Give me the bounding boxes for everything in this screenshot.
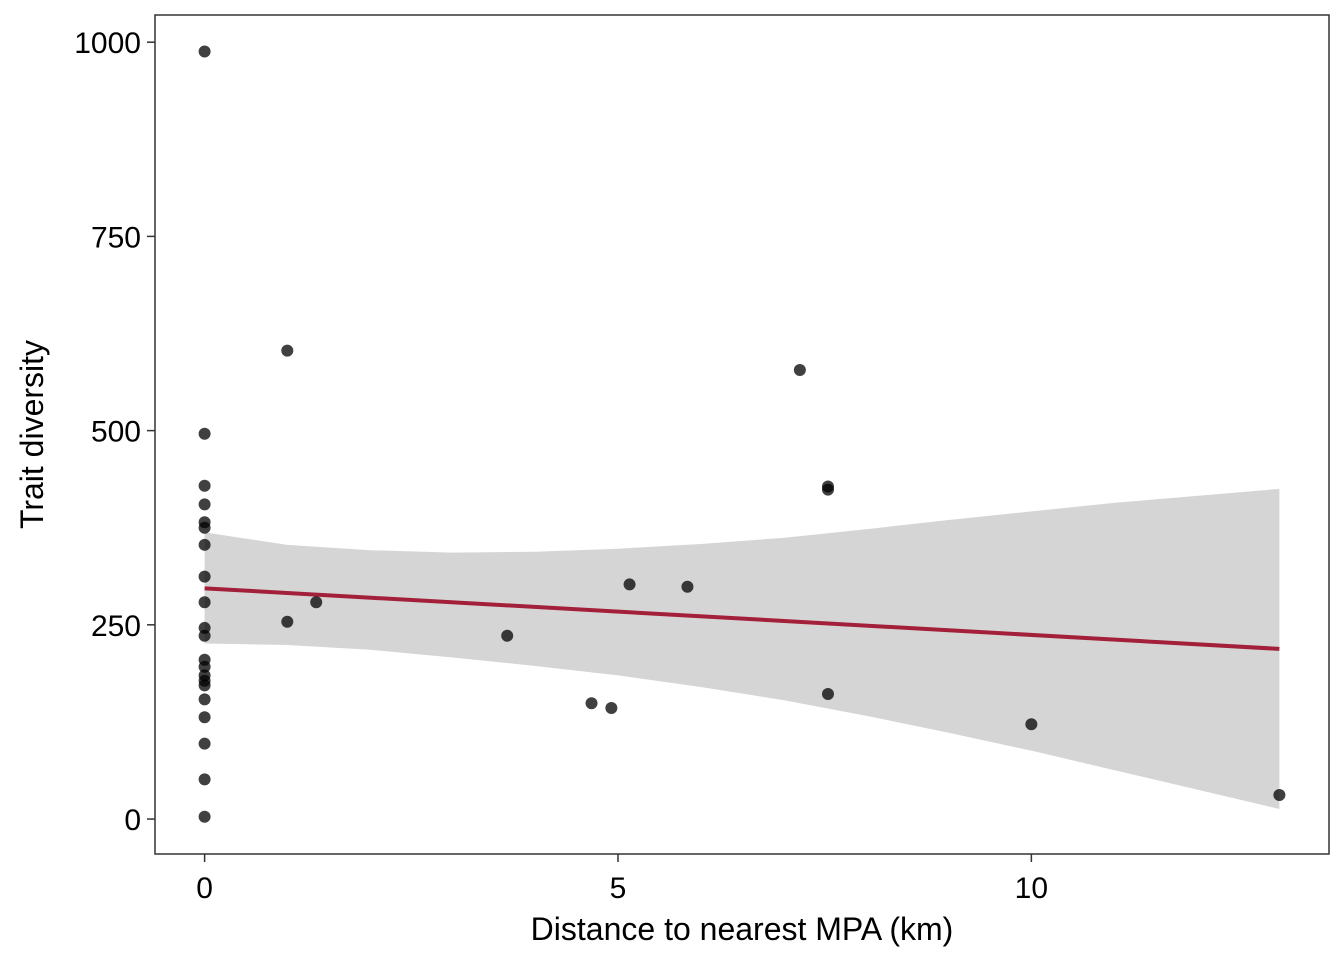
y-tick-label: 750	[91, 221, 141, 254]
data-point	[198, 570, 211, 583]
fit-line-layer	[204, 586, 1280, 651]
data-point	[585, 697, 598, 710]
data-point	[281, 615, 294, 628]
data-point	[605, 701, 618, 714]
x-axis: 0 5 10	[196, 854, 1048, 905]
data-point	[821, 687, 834, 700]
data-point	[681, 580, 694, 593]
y-axis: 0 250 500 750 1000	[74, 27, 155, 837]
y-tick-label: 1000	[74, 27, 141, 60]
data-point	[198, 711, 211, 724]
data-point	[198, 693, 211, 706]
y-tick-label: 0	[124, 804, 141, 837]
data-point	[198, 679, 211, 692]
y-tick-label: 250	[91, 610, 141, 643]
data-point	[198, 810, 211, 823]
data-point	[198, 45, 211, 58]
data-point	[198, 596, 211, 609]
points-layer	[198, 45, 1286, 823]
data-point	[198, 538, 211, 551]
fit-line	[204, 586, 1280, 651]
data-point	[198, 498, 211, 511]
confidence-band-layer	[204, 488, 1280, 809]
y-axis-title: Trait diversity	[14, 340, 50, 529]
data-point	[198, 660, 211, 673]
data-point	[198, 521, 211, 534]
data-point	[501, 629, 514, 642]
data-point	[1273, 788, 1286, 801]
x-axis-title: Distance to nearest MPA (km)	[531, 911, 954, 947]
x-tick-label: 5	[610, 872, 627, 905]
x-tick-label: 0	[196, 872, 213, 905]
data-point	[623, 578, 636, 591]
data-point	[198, 737, 211, 750]
data-point	[1025, 718, 1038, 731]
data-point	[310, 596, 323, 609]
data-point	[198, 773, 211, 786]
data-point	[198, 427, 211, 440]
data-point	[198, 629, 211, 642]
data-point	[793, 364, 806, 377]
y-tick-label: 500	[91, 416, 141, 449]
data-point	[198, 479, 211, 492]
panel-border	[154, 14, 1330, 855]
x-tick-label: 10	[1015, 872, 1048, 905]
data-point	[281, 344, 294, 357]
confidence-band	[204, 488, 1280, 809]
data-point	[821, 483, 834, 496]
